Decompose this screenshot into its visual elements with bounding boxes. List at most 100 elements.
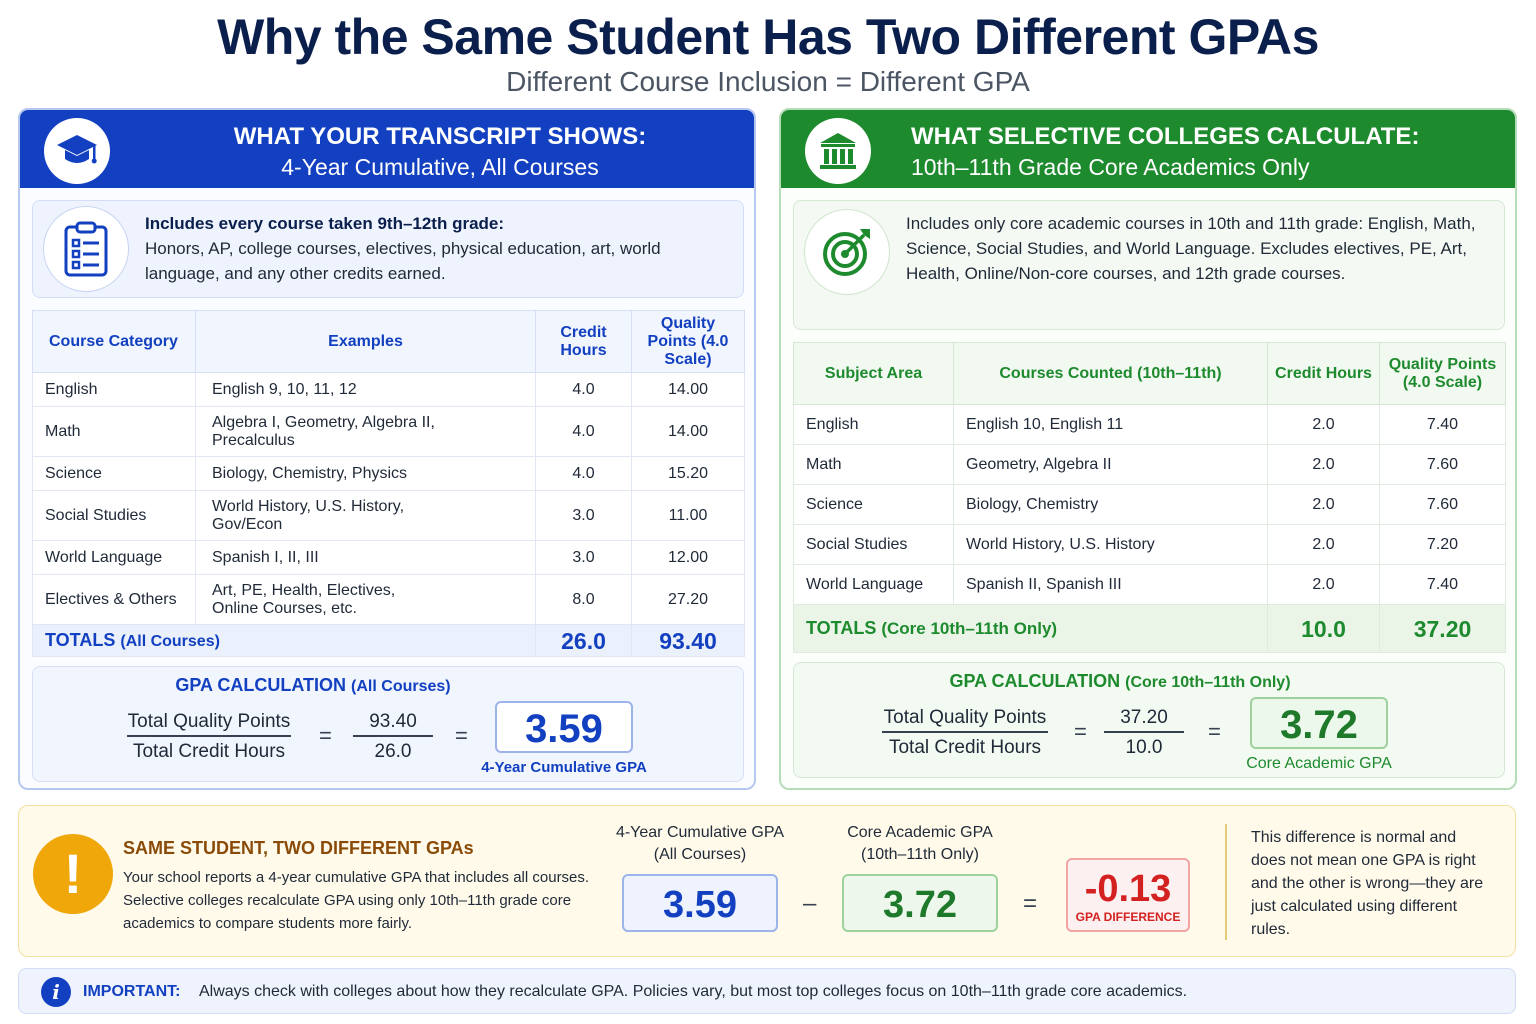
calc-title-sub: (All Courses) <box>351 678 451 695</box>
value-fraction: 37.20 10.0 <box>1104 703 1184 763</box>
examples-cell: English 9, 10, 11, 12 <box>195 372 536 407</box>
points-cell: 12.00 <box>631 540 745 575</box>
table-row: Math Algebra I, Geometry, Algebra II, Pr… <box>32 406 745 457</box>
core-gpa-label-line1: Core Academic GPA <box>847 824 993 841</box>
denominator-label: Total Credit Hours <box>132 741 286 762</box>
equals-sign: = <box>1208 719 1221 744</box>
denominator-label: Total Credit Hours <box>888 737 1042 758</box>
totals-credits: 10.0 <box>1267 604 1380 653</box>
totals-points: 93.40 <box>631 624 745 657</box>
cumulative-gpa-value: 3.59 <box>622 874 778 932</box>
colleges-info-text: Includes only core academic courses in 1… <box>906 214 1476 283</box>
examples-cell: Art, PE, Health, Electives, Online Cours… <box>195 574 536 625</box>
table-row: Social Studies World History, U.S. Histo… <box>32 490 745 541</box>
graduation-cap-icon <box>44 118 110 184</box>
points-cell: 14.00 <box>631 406 745 457</box>
gpa-difference-value: -0.13 <box>1084 868 1172 910</box>
numerator-label: Total Quality Points <box>127 707 291 737</box>
table-row: Science Biology, Chemistry 2.0 7.60 <box>793 484 1506 525</box>
colleges-header-line1: WHAT SELECTIVE COLLEGES CALCULATE: <box>911 123 1420 150</box>
credits-cell: 3.0 <box>535 540 632 575</box>
credits-cell: 2.0 <box>1267 444 1380 485</box>
equals-sign: = <box>319 723 332 748</box>
denominator-value: 26.0 <box>374 741 412 762</box>
gpa-result: 3.72 <box>1250 697 1388 749</box>
table-header-row: Course Category Examples Credit Hours Qu… <box>32 310 745 373</box>
table-row: World Language Spanish II, Spanish III 2… <box>793 564 1506 605</box>
category-cell: English <box>32 372 196 407</box>
points-cell: 27.20 <box>631 574 745 625</box>
transcript-info-box: Includes every course taken 9th–12th gra… <box>32 200 744 298</box>
category-cell: Math <box>32 406 196 457</box>
credits-cell: 2.0 <box>1267 484 1380 525</box>
subject-cell: Math <box>793 444 954 485</box>
column-header: Course Category <box>32 310 196 373</box>
equals-sign: = <box>1074 719 1087 744</box>
cumulative-gpa-label: 4-Year Cumulative GPA (All Courses) <box>602 822 798 866</box>
label-fraction: Total Quality Points Total Credit Hours <box>882 703 1048 763</box>
cumulative-gpa-label-line1: 4-Year Cumulative GPA <box>615 824 785 841</box>
colleges-info-box: Includes only core academic courses in 1… <box>793 200 1505 330</box>
credits-cell: 4.0 <box>535 456 632 491</box>
transcript-header-line2: 4-Year Cumulative, All Courses <box>281 154 599 180</box>
comparison-title: SAME STUDENT, TWO DIFFERENT GPAs <box>123 838 474 858</box>
column-header: Examples <box>195 310 536 373</box>
core-gpa-value: 3.72 <box>842 874 998 932</box>
calc-title-text: GPA CALCULATION <box>949 671 1121 691</box>
totals-row: TOTALS (All Courses) 26.0 93.40 <box>32 624 745 657</box>
gpa-result-label: Core Academic GPA <box>1246 755 1392 772</box>
colleges-panel: WHAT SELECTIVE COLLEGES CALCULATE: 10th–… <box>779 108 1517 790</box>
column-header: Credit Hours <box>1267 342 1380 405</box>
equals-sign: = <box>455 723 468 748</box>
numerator-value: 93.40 <box>353 707 433 737</box>
comparison-description: Your school reports a 4-year cumulative … <box>123 869 590 932</box>
courses-cell: Geometry, Algebra II <box>953 444 1268 485</box>
totals-sublabel: (All Courses) <box>120 632 220 650</box>
points-cell: 11.00 <box>631 490 745 541</box>
transcript-info-text: Includes every course taken 9th–12th gra… <box>145 211 735 286</box>
points-cell: 7.40 <box>1379 564 1506 605</box>
points-cell: 7.60 <box>1379 444 1506 485</box>
credits-cell: 8.0 <box>535 574 632 625</box>
column-header: Quality Points (4.0 Scale) <box>1379 342 1506 405</box>
column-header: Quality Points (4.0 Scale) <box>631 310 745 373</box>
subject-cell: World Language <box>793 564 954 605</box>
totals-label: TOTALS <box>45 629 116 650</box>
core-gpa-label-line2: (10th–11th Only) <box>861 846 979 863</box>
page-subtitle: Different Course Inclusion = Different G… <box>506 66 1030 97</box>
important-text: Always check with colleges about how the… <box>199 983 1188 1000</box>
table-row: Math Geometry, Algebra II 2.0 7.60 <box>793 444 1506 485</box>
table-row: English English 9, 10, 11, 12 4.0 14.00 <box>32 372 745 407</box>
category-cell: Social Studies <box>32 490 196 541</box>
minus-sign: – <box>803 890 817 917</box>
totals-points: 37.20 <box>1379 604 1506 653</box>
category-cell: World Language <box>32 540 196 575</box>
transcript-header: WHAT YOUR TRANSCRIPT SHOWS: 4-Year Cumul… <box>20 110 754 188</box>
courses-cell: English 10, English 11 <box>953 404 1268 445</box>
important-bar: i IMPORTANT: Always check with colleges … <box>18 968 1516 1014</box>
numerator-label: Total Quality Points <box>882 703 1048 733</box>
transcript-gpa-calculation: GPA CALCULATION (All Courses) Total Qual… <box>32 666 744 782</box>
cumulative-gpa-label-line2: (All Courses) <box>653 846 747 863</box>
transcript-table: Course Category Examples Credit Hours Qu… <box>32 310 745 657</box>
column-header: Credit Hours <box>535 310 632 373</box>
colleges-header-text: WHAT SELECTIVE COLLEGES CALCULATE: 10th–… <box>911 122 1511 182</box>
label-fraction: Total Quality Points Total Credit Hours <box>127 707 291 767</box>
gpa-difference-label: GPA DIFFERENCE <box>1075 910 1181 924</box>
points-cell: 14.00 <box>631 372 745 407</box>
numerator-value: 37.20 <box>1104 703 1184 733</box>
credits-cell: 3.0 <box>535 490 632 541</box>
points-cell: 7.40 <box>1379 404 1506 445</box>
transcript-info-body: Honors, AP, college courses, electives, … <box>145 239 661 283</box>
value-fraction: 93.40 26.0 <box>353 707 433 767</box>
totals-credits: 26.0 <box>535 624 632 657</box>
transcript-header-line1: WHAT YOUR TRANSCRIPT SHOWS: <box>233 123 647 150</box>
exclamation-icon: ! <box>33 834 113 914</box>
colleges-header-line2: 10th–11th Grade Core Academics Only <box>911 154 1310 180</box>
credits-cell: 2.0 <box>1267 404 1380 445</box>
points-cell: 15.20 <box>631 456 745 491</box>
info-icon: i <box>41 977 71 1007</box>
target-arrow-icon <box>804 209 890 295</box>
transcript-info-heading: Includes every course taken 9th–12th gra… <box>145 214 505 233</box>
clipboard-checklist-icon <box>43 206 129 292</box>
